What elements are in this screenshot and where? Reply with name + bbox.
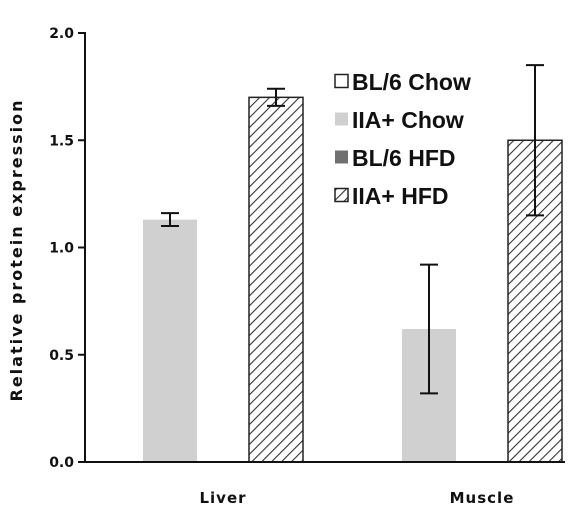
bar xyxy=(248,96,304,463)
x-category-label: Muscle xyxy=(450,489,515,507)
y-tick-label: 0.0 xyxy=(49,455,74,471)
legend-swatch xyxy=(334,187,349,203)
legend-label: IIA+ HFD xyxy=(352,183,448,209)
x-category-label: Liver xyxy=(199,489,246,507)
plot-area xyxy=(143,64,563,463)
y-tick-label: 2.0 xyxy=(49,26,74,42)
legend-swatch xyxy=(334,73,349,89)
legend-swatch xyxy=(335,150,348,164)
y-axis-label: Relative protein expression xyxy=(7,99,26,402)
x-axis: Liver Muscle xyxy=(85,461,565,507)
legend-label: BL/6 HFD xyxy=(352,145,456,171)
legend-swatch xyxy=(335,112,348,126)
legend: BL/6 Chow IIA+ Chow BL/6 HFD IIA+ HFD xyxy=(334,69,471,209)
y-tick-label: 1.5 xyxy=(49,133,74,149)
y-tick-label: 0.5 xyxy=(49,348,74,364)
legend-label: IIA+ Chow xyxy=(352,107,464,133)
bar xyxy=(143,219,197,462)
y-tick-label: 1.0 xyxy=(49,241,74,257)
y-axis: 0.0 0.5 1.0 1.5 2.0 xyxy=(49,26,86,471)
legend-label: BL/6 Chow xyxy=(352,69,471,95)
